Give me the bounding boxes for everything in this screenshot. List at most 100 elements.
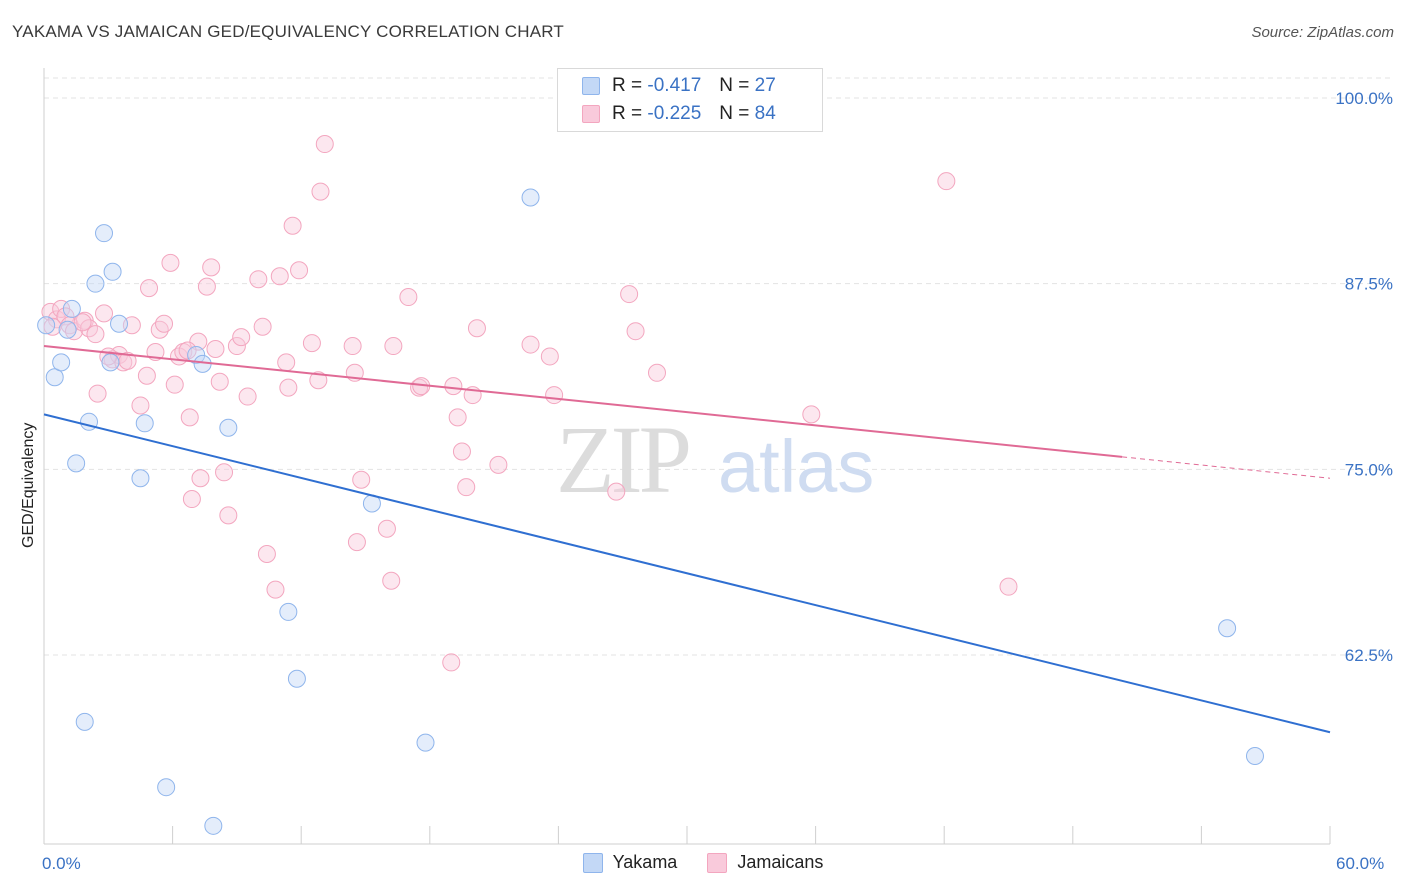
jamaicans-point — [165, 375, 184, 394]
yakama-point — [103, 262, 122, 281]
jamaicans-point — [384, 337, 403, 356]
yakama-points — [37, 188, 1264, 835]
yakama-trend-line — [43, 413, 1331, 734]
chart-title: YAKAMA VS JAMAICAN GED/EQUIVALENCY CORRE… — [12, 22, 565, 41]
series-legend-jamaicans: Jamaicans — [707, 852, 823, 873]
yakama-point — [219, 418, 238, 437]
series-swatch-yakama — [582, 852, 603, 873]
jamaicans-point — [140, 279, 159, 298]
jamaicans-point — [137, 366, 156, 385]
jamaicans-point — [467, 319, 486, 338]
jamaicans-point — [343, 337, 362, 356]
y-tick-label: 100.0% — [1335, 89, 1393, 108]
yakama-point — [135, 414, 154, 433]
jamaicans-point — [249, 270, 268, 289]
jamaicans-point — [802, 405, 821, 424]
jamaicans-point — [180, 408, 199, 427]
jamaicans-point — [279, 378, 298, 397]
jamaicans-point — [999, 577, 1018, 596]
jamaicans-point — [215, 463, 234, 482]
jamaicans-point — [56, 307, 75, 326]
watermark: ZIP atlas — [556, 406, 874, 513]
jamaicans-point — [347, 533, 366, 552]
yakama-point — [1218, 619, 1237, 638]
jamaicans-point — [182, 490, 201, 509]
jamaicans-trend-line — [43, 345, 1123, 458]
jamaicans-point — [41, 302, 60, 321]
jamaicans-point — [202, 258, 221, 277]
jamaicans-point — [442, 653, 461, 672]
yakama-point — [187, 345, 206, 364]
jamaicans-point — [626, 322, 645, 341]
yakama-point — [37, 316, 56, 335]
jamaicans-point — [283, 216, 302, 235]
jamaicans-point — [444, 377, 463, 396]
jamaicans-point — [270, 267, 289, 286]
jamaicans-point — [457, 478, 476, 497]
jamaicans-point — [155, 314, 174, 333]
jamaicans-point — [452, 442, 471, 461]
legend-n-value: 27 — [754, 75, 776, 96]
jamaicans-point — [620, 285, 639, 304]
legend-r-value: -0.417 — [647, 75, 702, 96]
jamaicans-point — [232, 328, 251, 347]
jamaicans-point — [73, 313, 92, 332]
yakama-point — [131, 469, 150, 488]
yakama-point — [58, 320, 77, 339]
jamaicans-point — [277, 353, 296, 372]
legend-swatch-jamaicans — [582, 105, 600, 123]
yakama-point — [101, 353, 120, 372]
jamaicans-point — [647, 363, 666, 382]
jamaicans-point — [253, 317, 272, 336]
series-legend: Yakama Jamaicans — [0, 852, 1406, 873]
series-label-jamaicans: Jamaicans — [737, 852, 824, 872]
yakama-point — [110, 314, 129, 333]
jamaicans-point — [266, 580, 285, 599]
series-label-yakama: Yakama — [612, 852, 678, 872]
jamaicans-point — [382, 571, 401, 590]
jamaicans-point — [448, 408, 467, 427]
legend-n-value: 84 — [754, 103, 776, 124]
jamaicans-points — [41, 135, 1018, 672]
yakama-point — [157, 778, 176, 797]
series-swatch-jamaicans — [707, 852, 728, 873]
legend-r-label: R = — [612, 103, 643, 124]
legend-r-value: -0.225 — [647, 103, 702, 124]
x-tick-label-min: 0.0% — [42, 854, 81, 873]
x-tick-label-max: 60.0% — [1336, 854, 1385, 873]
jamaicans-point — [88, 384, 107, 403]
jamaicans-point — [178, 341, 197, 360]
jamaicans-point — [131, 396, 150, 415]
jamaicans-point — [311, 182, 330, 201]
jamaicans-point — [545, 386, 564, 405]
jamaicans-point — [227, 337, 246, 356]
y-tick-label: 87.5% — [1345, 275, 1393, 294]
trend-lines — [43, 345, 1331, 734]
source-label: Source: ZipAtlas.com — [1251, 24, 1394, 41]
legend-row-jamaicans: R = -0.225 N = 84 — [582, 103, 776, 125]
jamaicans-point — [540, 347, 559, 366]
yakama-point — [67, 454, 86, 473]
jamaicans-point — [489, 455, 508, 474]
jamaicans-point — [399, 288, 418, 307]
jamaicans-point — [315, 135, 334, 154]
jamaicans-point — [607, 482, 626, 501]
yakama-point — [1245, 747, 1264, 766]
legend-swatch-yakama — [582, 77, 600, 95]
jamaicans-point — [161, 253, 180, 272]
jamaicans-point — [95, 304, 114, 323]
legend-row-yakama: R = -0.417 N = 27 — [582, 75, 776, 97]
jamaicans-point — [43, 317, 62, 336]
jamaicans-point — [219, 506, 238, 525]
jamaicans-point — [238, 387, 257, 406]
y-tick-label: 75.0% — [1345, 460, 1393, 479]
yakama-point — [279, 602, 298, 621]
jamaicans-point — [197, 277, 216, 296]
jamaicans-trend-line-extension — [1122, 456, 1331, 479]
jamaicans-point — [302, 334, 321, 353]
jamaicans-point — [521, 335, 540, 354]
jamaicans-point — [309, 371, 328, 390]
y-tick-labels: 62.5% 75.0% 87.5% 100.0% — [1335, 89, 1393, 665]
y-tick-label: 62.5% — [1345, 646, 1393, 665]
